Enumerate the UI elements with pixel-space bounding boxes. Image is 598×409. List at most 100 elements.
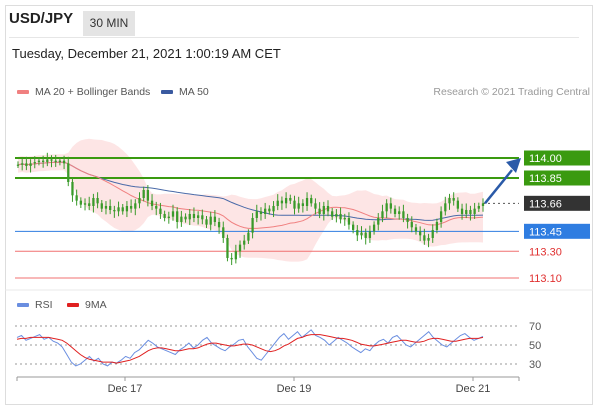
candle-body — [79, 200, 82, 205]
candle-body — [247, 232, 250, 241]
candle — [58, 157, 62, 166]
legend-ma20: MA 20 + Bollinger Bands — [17, 86, 150, 98]
candle-body — [205, 219, 208, 225]
candle — [163, 210, 166, 222]
candle — [427, 233, 430, 248]
candle — [83, 198, 87, 211]
candle-body — [331, 211, 334, 217]
candle-body — [238, 244, 242, 252]
candle — [113, 205, 116, 218]
candle — [92, 193, 95, 213]
candle — [347, 212, 351, 230]
candle-body — [243, 240, 246, 245]
candle — [264, 202, 267, 219]
candle-body — [92, 197, 95, 206]
candle-body — [201, 215, 204, 220]
candle — [71, 177, 74, 202]
candle-body — [481, 203, 485, 206]
candle-body — [398, 211, 401, 214]
candle-body — [264, 208, 267, 214]
candle-body — [71, 181, 74, 196]
candle — [213, 210, 217, 227]
candle-body — [142, 189, 145, 198]
level-113-85-tag — [524, 170, 590, 186]
candle — [188, 209, 191, 226]
candle — [129, 199, 133, 213]
candle — [16, 161, 20, 168]
ma20-line — [17, 161, 484, 229]
candle-body — [104, 205, 108, 209]
candle-body — [96, 197, 99, 204]
candle-body — [419, 231, 422, 236]
candle — [138, 192, 141, 209]
candle-body — [138, 197, 141, 204]
candle-body — [58, 160, 62, 162]
candle — [134, 199, 137, 216]
candle — [209, 211, 212, 231]
candle — [360, 226, 363, 240]
candle — [62, 155, 66, 170]
candle-body — [25, 163, 28, 166]
candle — [192, 207, 196, 223]
candle-body — [46, 159, 49, 162]
legend-9ma: 9MA — [67, 299, 107, 311]
candle — [477, 202, 480, 212]
candle-body — [37, 160, 41, 162]
candle — [234, 244, 237, 264]
candle — [456, 197, 460, 212]
candle-body — [272, 205, 275, 212]
forecast-arrow-head — [506, 158, 521, 173]
currency-pair-title: USD/JPY — [9, 10, 74, 27]
rsi-legend-label: RSI — [35, 299, 53, 311]
9ma-line — [16, 334, 484, 364]
candle — [431, 224, 434, 243]
candle — [310, 194, 313, 207]
candle-body — [155, 205, 158, 209]
candle — [268, 205, 271, 215]
candle — [79, 197, 82, 208]
candle-body — [33, 161, 36, 164]
level-114-00-tag — [524, 150, 590, 166]
candle — [368, 225, 372, 243]
candle — [377, 213, 380, 231]
candle-body — [477, 205, 480, 209]
candle-body — [356, 229, 359, 236]
x-tick-label: Dec 17 — [108, 383, 143, 395]
candle-body — [176, 211, 179, 222]
candle-body — [167, 216, 170, 218]
candle-body — [230, 257, 233, 260]
candle-body — [465, 209, 468, 214]
candle-body — [431, 229, 434, 238]
x-tick-label: Dec 19 — [277, 383, 312, 395]
candle-body — [259, 211, 263, 214]
candle — [171, 204, 175, 221]
candle-body — [284, 197, 288, 204]
candle — [351, 221, 355, 234]
candle-body — [125, 205, 129, 212]
candle — [96, 192, 99, 209]
candle — [385, 199, 388, 218]
candle-body — [297, 203, 300, 209]
candle-body — [364, 232, 367, 238]
candle-body — [268, 208, 271, 212]
candle — [356, 225, 359, 242]
candle-body — [62, 160, 66, 164]
candle-body — [222, 227, 225, 238]
candle — [21, 158, 24, 171]
candle-body — [171, 211, 175, 217]
candle — [435, 218, 439, 234]
candle — [176, 207, 179, 229]
candle — [289, 194, 292, 204]
candle-body — [402, 211, 405, 218]
candle-body — [67, 163, 70, 182]
candle-body — [276, 200, 279, 206]
candle — [226, 234, 229, 262]
candle-body — [439, 211, 443, 222]
candle-body — [226, 237, 229, 258]
candle — [406, 213, 409, 229]
candle-body — [280, 200, 284, 204]
candle — [155, 201, 158, 216]
timeframe-badge[interactable]: 30 MIN — [83, 11, 135, 36]
candle-body — [335, 213, 338, 217]
candle-body — [452, 197, 455, 201]
